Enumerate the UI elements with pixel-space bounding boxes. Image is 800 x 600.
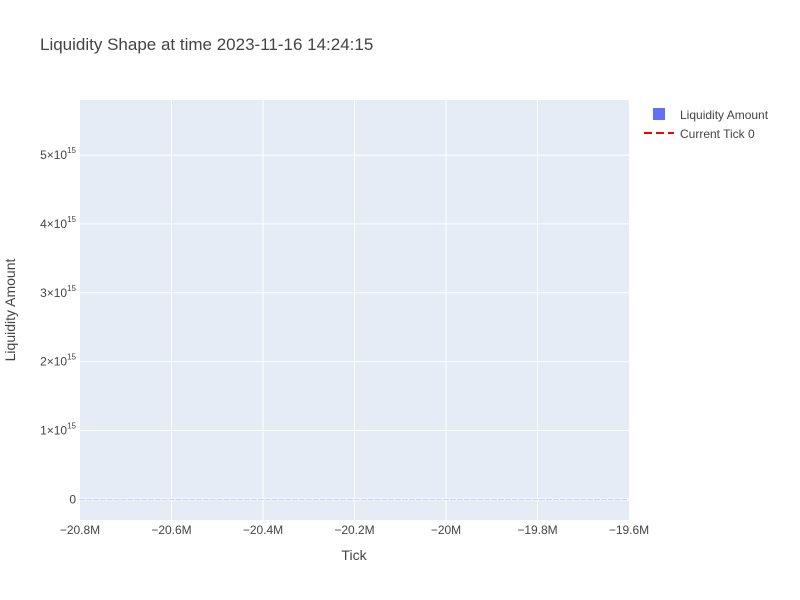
y-tick-exponent: 15 — [67, 284, 76, 293]
legend-item-liquidity[interactable]: Liquidity Amount — [653, 108, 769, 122]
x-tick-label: −20.6M — [151, 523, 191, 537]
y-axis-title: Liquidity Amount — [2, 259, 18, 362]
y-tick-exponent: 15 — [67, 146, 76, 155]
legend-swatch-bar — [653, 108, 665, 120]
y-tick-exponent: 15 — [67, 215, 76, 224]
x-axis-title: Tick — [341, 547, 367, 563]
legend: Liquidity Amount Current Tick 0 — [644, 108, 769, 141]
x-tick-label: −20M — [431, 523, 461, 537]
legend-label-current-tick: Current Tick 0 — [680, 127, 755, 141]
chart-title: Liquidity Shape at time 2023-11-16 14:24… — [40, 35, 373, 54]
x-axis-ticks: −20.8M −20.6M −20.4M −20.2M −20M −19.8M −19.6M — [60, 523, 649, 537]
legend-item-current-tick[interactable]: Current Tick 0 — [644, 127, 755, 141]
y-tick-label: 0 — [69, 492, 76, 506]
y-tick-exponent: 15 — [67, 353, 76, 362]
x-tick-label: −20.8M — [60, 523, 100, 537]
x-tick-label: −19.6M — [609, 523, 649, 537]
y-tick-exponent: 15 — [67, 421, 76, 430]
x-tick-label: −19.8M — [517, 523, 557, 537]
legend-label-liquidity: Liquidity Amount — [680, 108, 769, 122]
x-tick-label: −20.4M — [243, 523, 283, 537]
x-tick-label: −20.2M — [334, 523, 374, 537]
